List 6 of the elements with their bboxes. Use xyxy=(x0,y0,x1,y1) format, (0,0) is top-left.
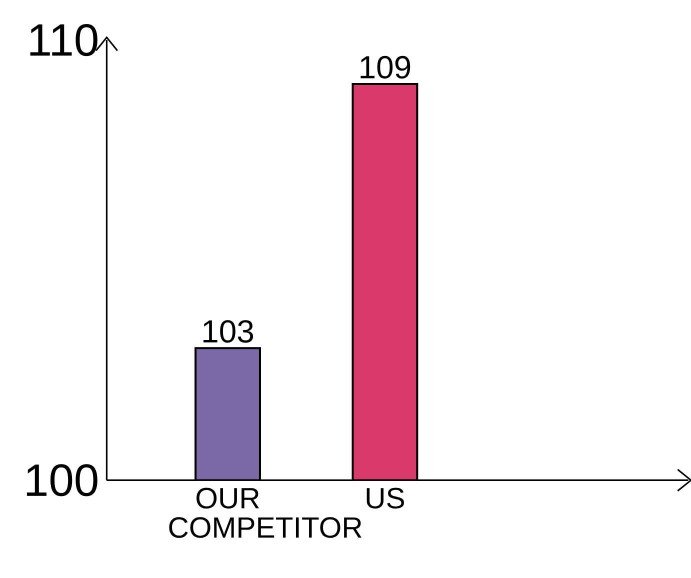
data-label: 103 xyxy=(204,320,254,343)
data-label: 109 xyxy=(360,56,410,79)
y-tick-label: 110 xyxy=(30,24,98,56)
y-tick-label: 100 xyxy=(26,464,98,496)
x-tick-label: OUR COMPETITOR xyxy=(169,488,362,538)
x-tick-label: US xyxy=(366,488,404,509)
